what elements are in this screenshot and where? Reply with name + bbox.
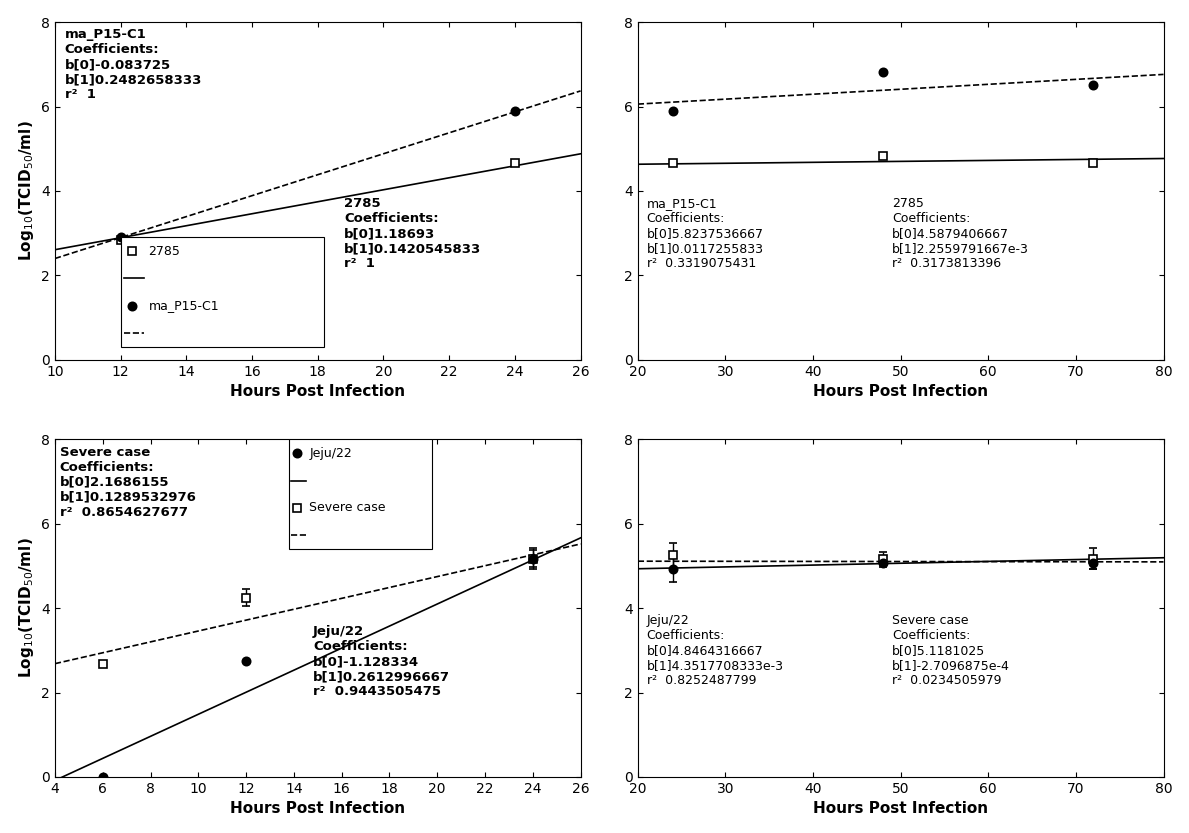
X-axis label: Hours Post Infection: Hours Post Infection: [231, 384, 405, 399]
Text: Jeju/22
Coefficients:
b[0]4.8464316667
b[1]4.3517708333e-3
r²  0.8252487799: Jeju/22 Coefficients: b[0]4.8464316667 b…: [647, 615, 784, 687]
Text: 2785
Coefficients:
b[0]1.18693
b[1]0.1420545833
r²  1: 2785 Coefficients: b[0]1.18693 b[1]0.142…: [344, 197, 482, 270]
X-axis label: Hours Post Infection: Hours Post Infection: [813, 384, 988, 399]
Text: Severe case
Coefficients:
b[0]2.1686155
b[1]0.1289532976
r²  0.8654627677: Severe case Coefficients: b[0]2.1686155 …: [59, 446, 196, 519]
Text: ma_P15-C1
Coefficients:
b[0]5.8237536667
b[1]0.0117255833
r²  0.3319075431: ma_P15-C1 Coefficients: b[0]5.8237536667…: [647, 197, 763, 270]
Y-axis label: Log$_{10}$(TCID$_{50}$/ml): Log$_{10}$(TCID$_{50}$/ml): [17, 121, 36, 262]
Text: Jeju/22: Jeju/22: [309, 446, 352, 460]
Text: Jeju/22
Coefficients:
b[0]-1.128334
b[1]0.2612996667
r²  0.9443505475: Jeju/22 Coefficients: b[0]-1.128334 b[1]…: [313, 625, 449, 698]
Y-axis label: Log$_{10}$(TCID$_{50}$/ml): Log$_{10}$(TCID$_{50}$/ml): [17, 538, 36, 679]
Text: Severe case: Severe case: [309, 501, 386, 515]
Text: ma_P15-C1
Coefficients:
b[0]-0.083725
b[1]0.2482658333
r²  1: ma_P15-C1 Coefficients: b[0]-0.083725 b[…: [65, 28, 202, 102]
X-axis label: Hours Post Infection: Hours Post Infection: [813, 801, 988, 816]
X-axis label: Hours Post Infection: Hours Post Infection: [231, 801, 405, 816]
Bar: [120, 237, 325, 347]
Text: ma_P15-C1: ma_P15-C1: [149, 299, 219, 312]
Text: 2785
Coefficients:
b[0]4.5879406667
b[1]2.2559791667e-3
r²  0.3173813396: 2785 Coefficients: b[0]4.5879406667 b[1]…: [892, 197, 1028, 270]
Text: 2785: 2785: [149, 245, 181, 257]
Text: Severe case
Coefficients:
b[0]5.1181025
b[1]-2.7096875e-4
r²  0.0234505979: Severe case Coefficients: b[0]5.1181025 …: [892, 615, 1009, 687]
Bar: [289, 439, 433, 549]
